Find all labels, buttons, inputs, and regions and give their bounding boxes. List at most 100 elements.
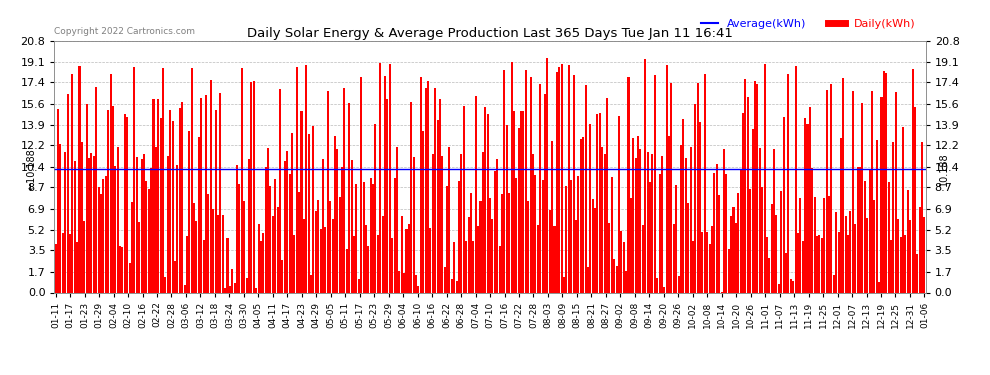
Bar	[119, 246, 121, 292]
Bar	[467, 217, 469, 292]
Bar	[262, 233, 264, 292]
Bar	[644, 58, 646, 292]
Bar	[761, 187, 763, 292]
Bar	[276, 207, 278, 292]
Bar	[291, 134, 293, 292]
Bar	[838, 232, 840, 292]
Bar	[372, 184, 374, 292]
Bar	[895, 92, 897, 292]
Bar	[220, 93, 222, 292]
Bar	[367, 246, 369, 292]
Bar	[909, 220, 911, 292]
Bar	[637, 136, 640, 292]
Bar	[878, 282, 880, 292]
Bar	[346, 249, 347, 292]
Bar	[548, 210, 550, 292]
Bar	[281, 260, 283, 292]
Bar	[596, 114, 599, 292]
Bar	[477, 226, 479, 292]
Bar	[415, 275, 417, 292]
Bar	[866, 218, 868, 292]
Bar	[611, 177, 613, 292]
Bar	[105, 176, 107, 292]
Bar	[210, 80, 212, 292]
Bar	[797, 233, 799, 292]
Bar	[844, 216, 846, 292]
Bar	[369, 178, 371, 292]
Bar	[61, 233, 63, 292]
Bar	[241, 68, 243, 292]
Bar	[723, 149, 725, 292]
Bar	[859, 167, 861, 292]
Bar	[472, 241, 474, 292]
Bar	[689, 147, 692, 292]
Bar	[854, 224, 856, 292]
Bar	[401, 216, 403, 292]
Bar	[613, 260, 615, 292]
Bar	[787, 74, 789, 292]
Bar	[694, 104, 696, 292]
Bar	[136, 157, 138, 292]
Bar	[64, 152, 66, 292]
Bar	[716, 164, 718, 292]
Bar	[122, 247, 124, 292]
Bar	[685, 158, 687, 292]
Bar	[198, 137, 200, 292]
Bar	[792, 281, 794, 292]
Bar	[244, 201, 246, 292]
Bar	[601, 147, 603, 292]
Bar	[642, 225, 644, 292]
Bar	[589, 124, 591, 292]
Bar	[751, 129, 753, 292]
Bar	[98, 187, 100, 292]
Bar	[914, 107, 916, 292]
Text: 10.188: 10.188	[939, 153, 948, 186]
Text: Copyright 2022 Cartronics.com: Copyright 2022 Cartronics.com	[54, 27, 195, 36]
Bar	[398, 271, 400, 292]
Bar	[501, 194, 503, 292]
Bar	[157, 99, 159, 292]
Bar	[711, 226, 713, 292]
Bar	[379, 63, 381, 292]
Bar	[811, 168, 814, 292]
Bar	[912, 69, 914, 292]
Bar	[377, 235, 379, 292]
Bar	[572, 75, 574, 292]
Bar	[699, 123, 701, 292]
Bar	[69, 234, 71, 292]
Bar	[203, 240, 205, 292]
Bar	[458, 182, 460, 292]
Bar	[286, 151, 288, 292]
Bar	[530, 76, 532, 292]
Bar	[680, 145, 682, 292]
Bar	[355, 184, 357, 292]
Bar	[222, 215, 224, 292]
Bar	[308, 134, 310, 292]
Bar	[876, 140, 878, 292]
Bar	[305, 65, 307, 292]
Bar	[890, 240, 892, 292]
Bar	[293, 235, 295, 292]
Bar	[102, 180, 104, 292]
Bar	[824, 198, 826, 292]
Bar	[842, 78, 844, 292]
Bar	[494, 171, 496, 292]
Bar	[756, 84, 758, 292]
Bar	[418, 286, 420, 292]
Bar	[250, 82, 252, 292]
Bar	[432, 154, 434, 292]
Bar	[582, 137, 584, 292]
Bar	[455, 281, 457, 292]
Bar	[386, 99, 388, 292]
Bar	[702, 232, 704, 292]
Bar	[394, 178, 396, 292]
Bar	[117, 147, 119, 292]
Bar	[584, 86, 586, 292]
Bar	[868, 171, 870, 292]
Bar	[288, 174, 291, 292]
Bar	[861, 103, 863, 292]
Bar	[819, 234, 821, 292]
Bar	[621, 231, 623, 292]
Bar	[310, 275, 312, 292]
Bar	[374, 124, 376, 292]
